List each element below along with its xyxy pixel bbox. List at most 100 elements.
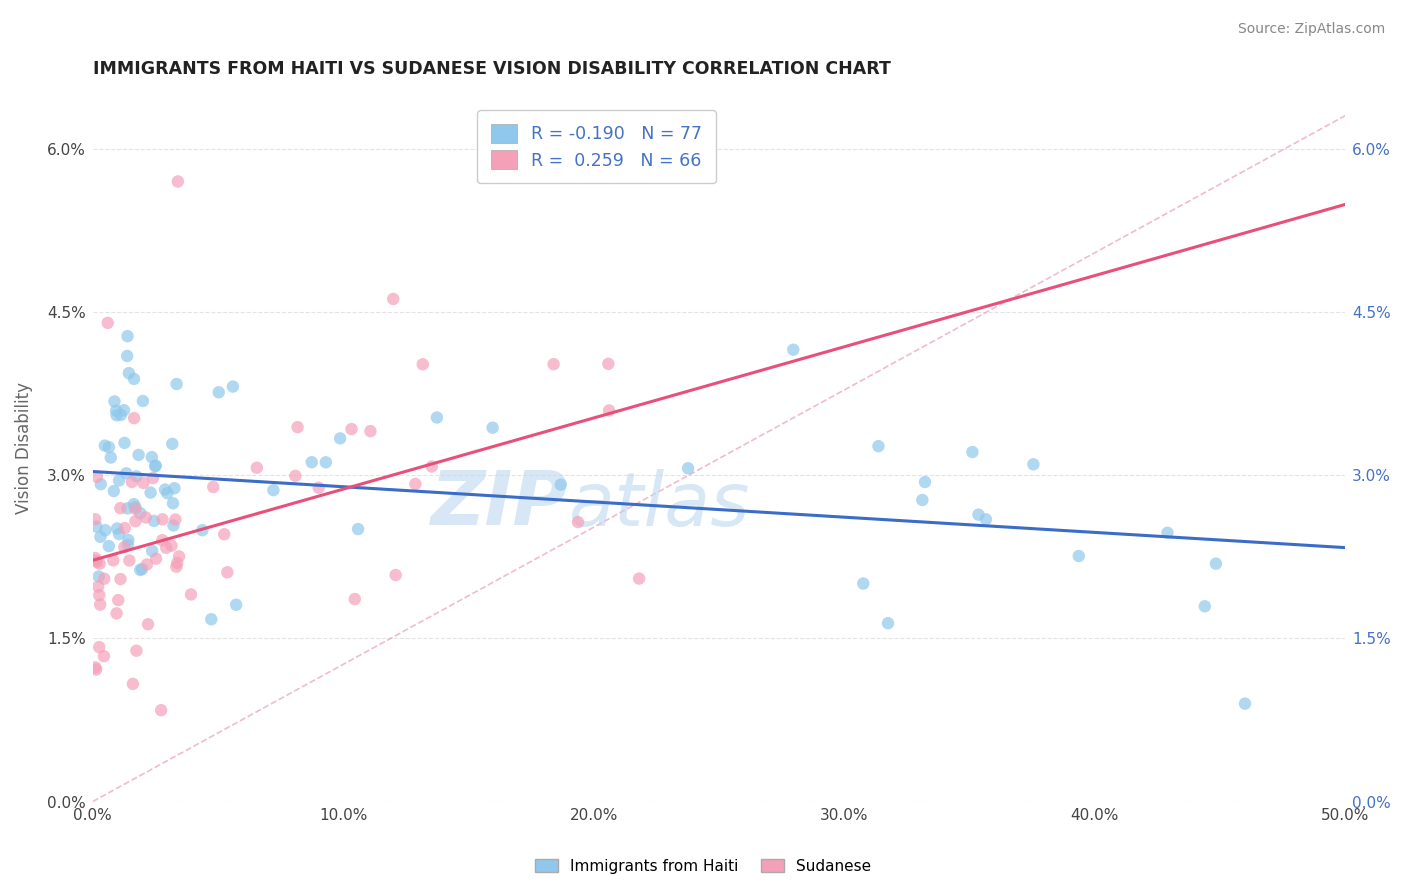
Point: [107, 593, 129, 607]
Point: [166, 556, 188, 570]
Point: [567, 515, 589, 529]
Point: [426, 410, 449, 425]
Point: [155, 541, 177, 555]
Point: [89, 588, 111, 602]
Point: [145, 551, 167, 566]
Legend: R = -0.190   N = 77, R =  0.259   N = 66: R = -0.190 N = 77, R = 0.259 N = 66: [477, 111, 716, 184]
Point: [108, 474, 131, 488]
Point: [262, 483, 284, 498]
Point: [128, 448, 150, 462]
Point: [287, 420, 309, 434]
Point: [112, 540, 135, 554]
Point: [117, 329, 139, 343]
Point: [1194, 599, 1216, 614]
Legend: Immigrants from Haiti, Sudanese: Immigrants from Haiti, Sudanese: [529, 853, 877, 880]
Point: [93, 572, 115, 586]
Point: [84, 660, 107, 674]
Point: [125, 643, 148, 657]
Point: [84, 663, 107, 677]
Point: [1233, 697, 1256, 711]
Point: [122, 372, 145, 386]
Point: [86, 519, 108, 533]
Point: [347, 522, 370, 536]
Point: [301, 455, 323, 469]
Y-axis label: Vision Disability: Vision Disability: [15, 382, 32, 514]
Point: [200, 612, 222, 626]
Point: [359, 424, 381, 438]
Text: atlas: atlas: [568, 468, 749, 541]
Point: [868, 439, 890, 453]
Point: [100, 450, 122, 465]
Point: [308, 481, 330, 495]
Point: [135, 510, 157, 524]
Point: [121, 475, 143, 489]
Point: [86, 470, 108, 484]
Point: [412, 357, 434, 371]
Point: [162, 437, 184, 451]
Point: [110, 501, 132, 516]
Point: [598, 403, 620, 417]
Point: [967, 508, 990, 522]
Point: [222, 379, 245, 393]
Point: [152, 512, 174, 526]
Point: [246, 460, 269, 475]
Point: [112, 403, 135, 417]
Point: [89, 640, 111, 655]
Point: [108, 527, 131, 541]
Point: [114, 521, 136, 535]
Point: [156, 486, 179, 500]
Point: [782, 343, 804, 357]
Point: [89, 557, 111, 571]
Point: [143, 459, 166, 474]
Point: [124, 502, 146, 516]
Point: [1205, 557, 1227, 571]
Point: [141, 544, 163, 558]
Point: [166, 377, 188, 392]
Point: [628, 572, 651, 586]
Point: [162, 518, 184, 533]
Point: [142, 514, 165, 528]
Point: [136, 617, 159, 632]
Point: [125, 469, 148, 483]
Point: [150, 703, 173, 717]
Point: [877, 616, 900, 631]
Point: [150, 533, 173, 548]
Point: [167, 549, 190, 564]
Point: [420, 459, 443, 474]
Point: [284, 469, 307, 483]
Point: [141, 450, 163, 465]
Point: [86, 555, 108, 569]
Point: [1156, 525, 1178, 540]
Point: [962, 445, 984, 459]
Point: [84, 512, 107, 526]
Point: [114, 436, 136, 450]
Point: [165, 512, 187, 526]
Point: [139, 485, 162, 500]
Point: [117, 533, 139, 547]
Point: [90, 477, 112, 491]
Point: [160, 539, 183, 553]
Point: [129, 563, 152, 577]
Point: [124, 514, 146, 528]
Point: [852, 576, 875, 591]
Point: [329, 431, 352, 445]
Point: [129, 506, 152, 520]
Point: [115, 467, 138, 481]
Point: [103, 394, 125, 409]
Point: [598, 357, 620, 371]
Point: [89, 530, 111, 544]
Point: [543, 357, 565, 371]
Point: [153, 483, 176, 497]
Point: [122, 411, 145, 425]
Point: [382, 292, 405, 306]
Point: [315, 455, 337, 469]
Point: [93, 649, 115, 664]
Point: [384, 568, 406, 582]
Text: ZIP: ZIP: [432, 468, 568, 541]
Point: [1022, 458, 1045, 472]
Point: [87, 569, 110, 583]
Point: [343, 592, 366, 607]
Text: IMMIGRANTS FROM HAITI VS SUDANESE VISION DISABILITY CORRELATION CHART: IMMIGRANTS FROM HAITI VS SUDANESE VISION…: [93, 60, 890, 78]
Point: [914, 475, 936, 489]
Point: [117, 501, 139, 516]
